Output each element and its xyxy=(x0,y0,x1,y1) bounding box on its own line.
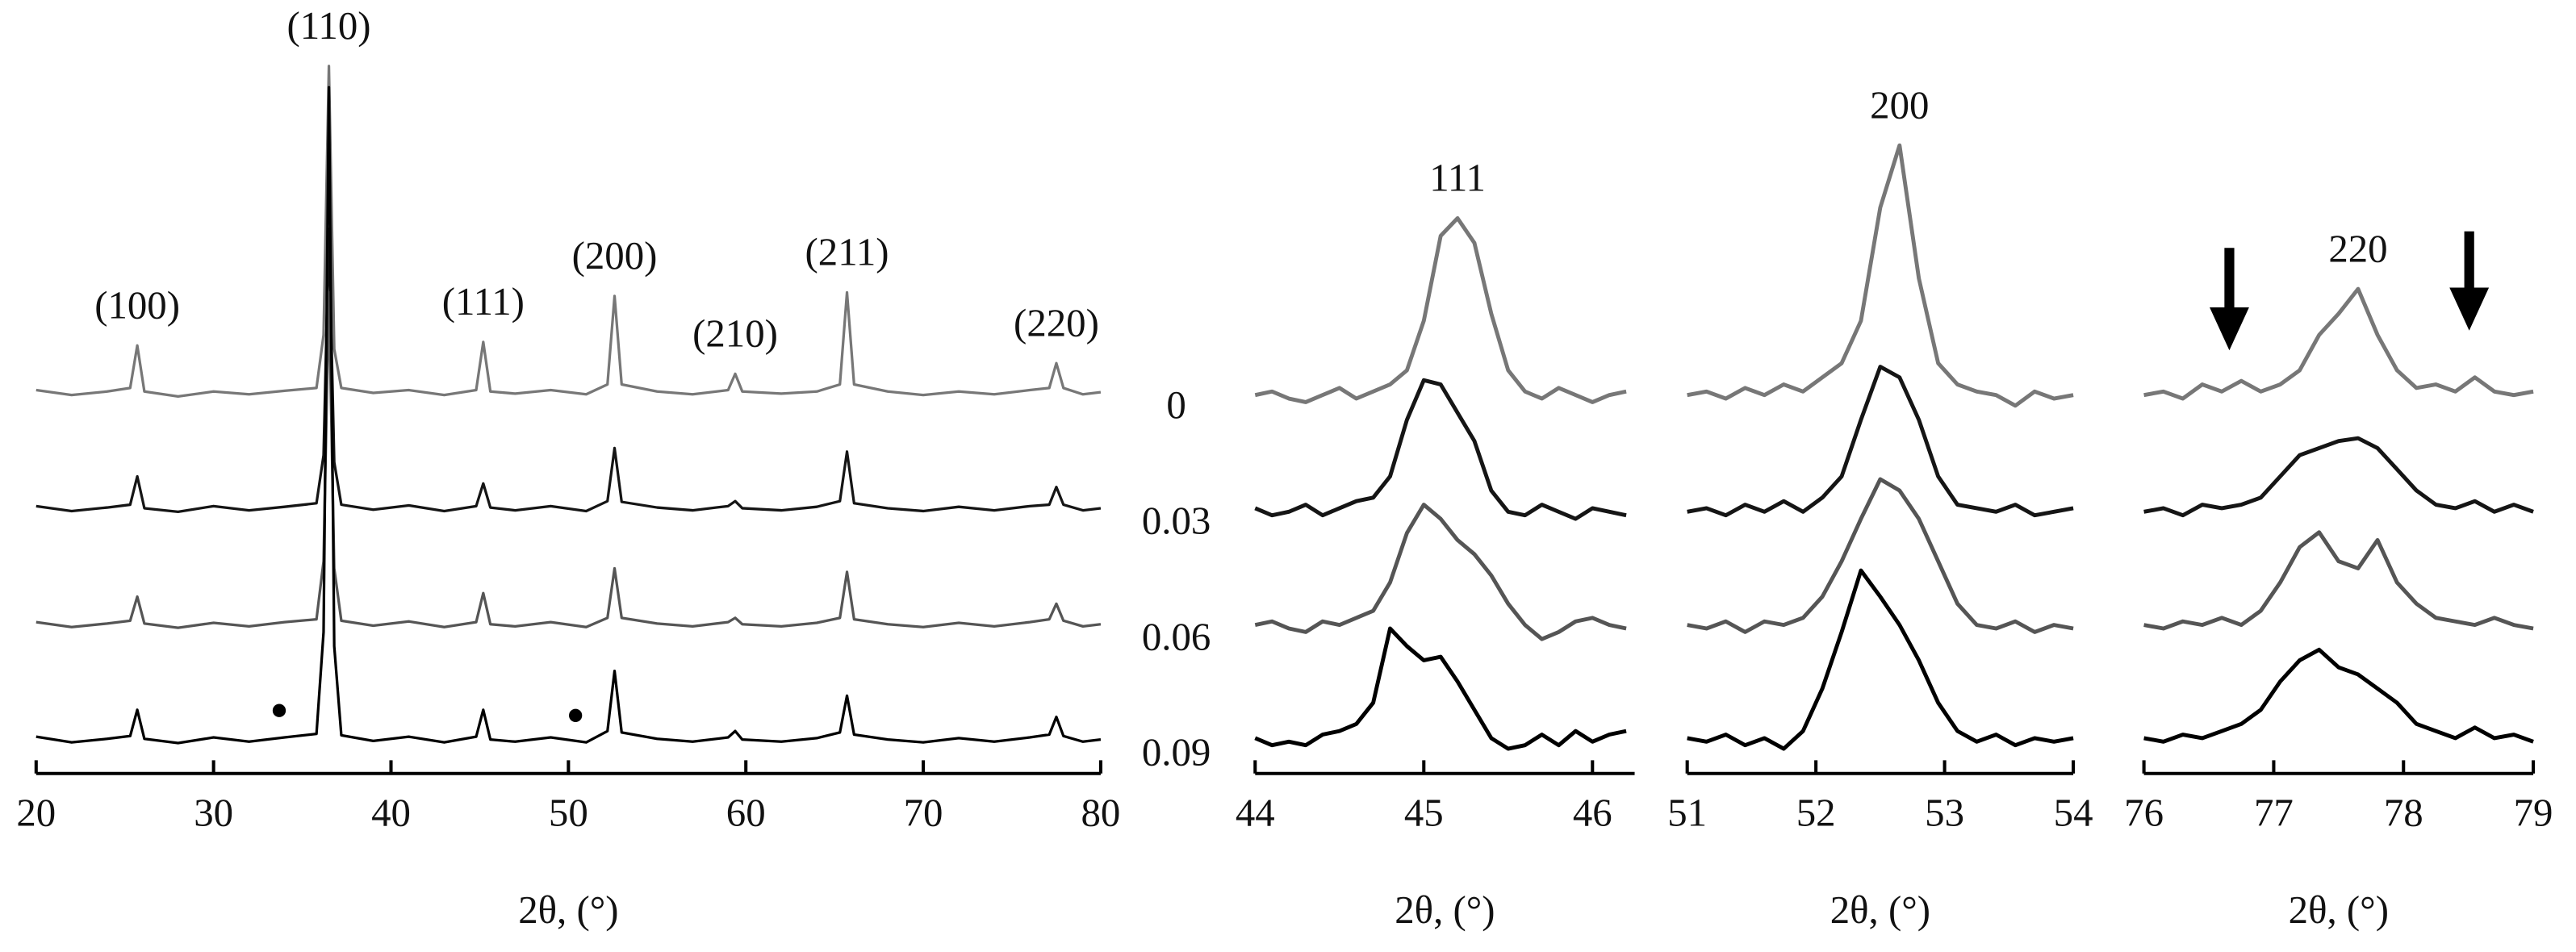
x-axis-label: 2θ, (°) xyxy=(1395,887,1495,932)
series-line xyxy=(1254,626,1627,751)
x-tick-label: 60 xyxy=(726,790,766,834)
x-tick-label: 50 xyxy=(549,790,588,834)
series-line xyxy=(2143,530,2534,631)
peak-label: (100) xyxy=(94,282,180,327)
peak-label: (210) xyxy=(692,311,778,355)
peak-label: (111) xyxy=(442,279,525,324)
x-tick-label: 44 xyxy=(1236,790,1275,834)
series-label: 0 xyxy=(1166,382,1186,427)
arrows xyxy=(2210,231,2490,351)
x-tick-label: 78 xyxy=(2384,790,2423,834)
x-tick-label: 53 xyxy=(1925,790,1964,834)
series-label: 0.03 xyxy=(1142,499,1211,543)
x-tick-label: 80 xyxy=(1081,790,1121,834)
x-tick-label: 54 xyxy=(2054,790,2093,834)
peak-label: (110) xyxy=(287,3,371,48)
x-axis-label: 2θ, (°) xyxy=(2289,887,2389,932)
series-line xyxy=(36,227,1102,513)
x-tick-label: 52 xyxy=(1796,790,1836,834)
series-line xyxy=(36,86,1102,745)
series-line xyxy=(1254,503,1627,641)
arrow-head xyxy=(2449,287,2490,331)
series-line xyxy=(2143,286,2534,401)
peak-label: 111 xyxy=(1429,156,1486,200)
x-tick-label: 51 xyxy=(1667,790,1707,834)
peak-label: (220) xyxy=(1014,300,1099,344)
x-tick-label: 30 xyxy=(194,790,233,834)
series-line xyxy=(1687,143,2074,408)
peak-label: 220 xyxy=(2328,226,2387,270)
impurity-marker xyxy=(569,708,583,723)
x-axis-label: 2θ, (°) xyxy=(1830,887,1930,932)
impurity-marker xyxy=(272,704,286,717)
series-label: 0.06 xyxy=(1142,614,1211,658)
x-tick-label: 45 xyxy=(1404,790,1444,834)
peak-label: 200 xyxy=(1870,82,1929,127)
peak-label: (211) xyxy=(805,230,889,274)
arrow-head xyxy=(2210,307,2249,351)
peak-label: (200) xyxy=(572,233,658,278)
series-line xyxy=(1254,378,1627,521)
x-tick-label: 40 xyxy=(371,790,411,834)
series-line xyxy=(1687,365,2074,518)
series-line xyxy=(2143,647,2534,744)
series-line xyxy=(36,65,1102,399)
series-line xyxy=(2143,436,2534,518)
x-axis-label: 2θ, (°) xyxy=(518,887,618,932)
x-tick-label: 46 xyxy=(1573,790,1612,834)
x-tick-label: 20 xyxy=(16,790,56,834)
series-line xyxy=(1254,215,1627,404)
x-tick-label: 76 xyxy=(2124,790,2164,834)
series-line xyxy=(1687,568,2074,751)
series-label: 0.09 xyxy=(1142,729,1211,774)
x-tick-label: 70 xyxy=(904,790,943,834)
series-line xyxy=(1687,477,2074,634)
series-line xyxy=(36,290,1102,629)
x-tick-label: 79 xyxy=(2514,790,2553,834)
x-tick-label: 77 xyxy=(2254,790,2294,834)
